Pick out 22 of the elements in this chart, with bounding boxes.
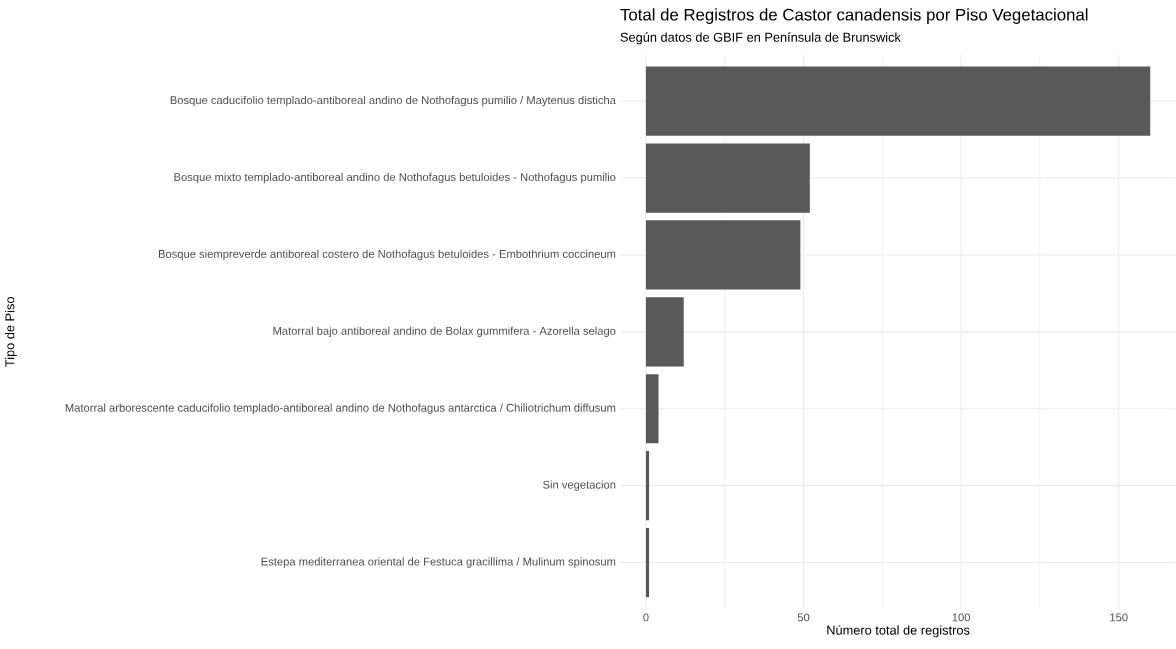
x-tick-label: 100 [952,613,971,622]
bar [645,220,801,290]
x-axis-title: Número total de registros [827,625,970,638]
y-tick-label: Bosque mixto templado-antiboreal andino de Nothofagus betuloides - Nothofagus pumilio [174,172,616,184]
bar [645,528,650,598]
bar [645,297,684,367]
y-tick-label: Estepa mediterranea oriental de Festuca gracillima / Mulinum spinosum [261,557,616,568]
y-tick-label: Sin vegetacion [543,480,616,492]
y-tick-label: Matorral bajo antiboreal andino de Bolax gummifera - Azorella selago [273,326,616,338]
x-tick-label: 0 [643,613,649,622]
chart-title: Total de Registros de Castor canadensis por Piso Vegetacional [620,8,1088,25]
x-tick-label: 50 [797,613,810,622]
chart-subtitle: Según datos de GBIF en Península de Brunswick [620,32,901,45]
bar [645,374,659,444]
y-tick-label: Bosque caducifolio templado-antiboreal andino de Nothofagus pumilio / Maytenus disticha [170,96,616,107]
bar [645,143,810,213]
y-tick-label: Bosque siempreverde antiboreal costero de Nothofagus betuloides - Embothrium coccineum [158,249,616,261]
x-tick-label: 150 [1110,613,1128,622]
y-axis-title: Tipo de Piso [4,297,17,368]
bar [645,66,1151,136]
y-tick-label: Matorral arborescente caducifolio templado-antiboreal andino de Nothofagus antarctica / Chiliotrichum diffusum [65,403,616,415]
bar [645,451,650,521]
